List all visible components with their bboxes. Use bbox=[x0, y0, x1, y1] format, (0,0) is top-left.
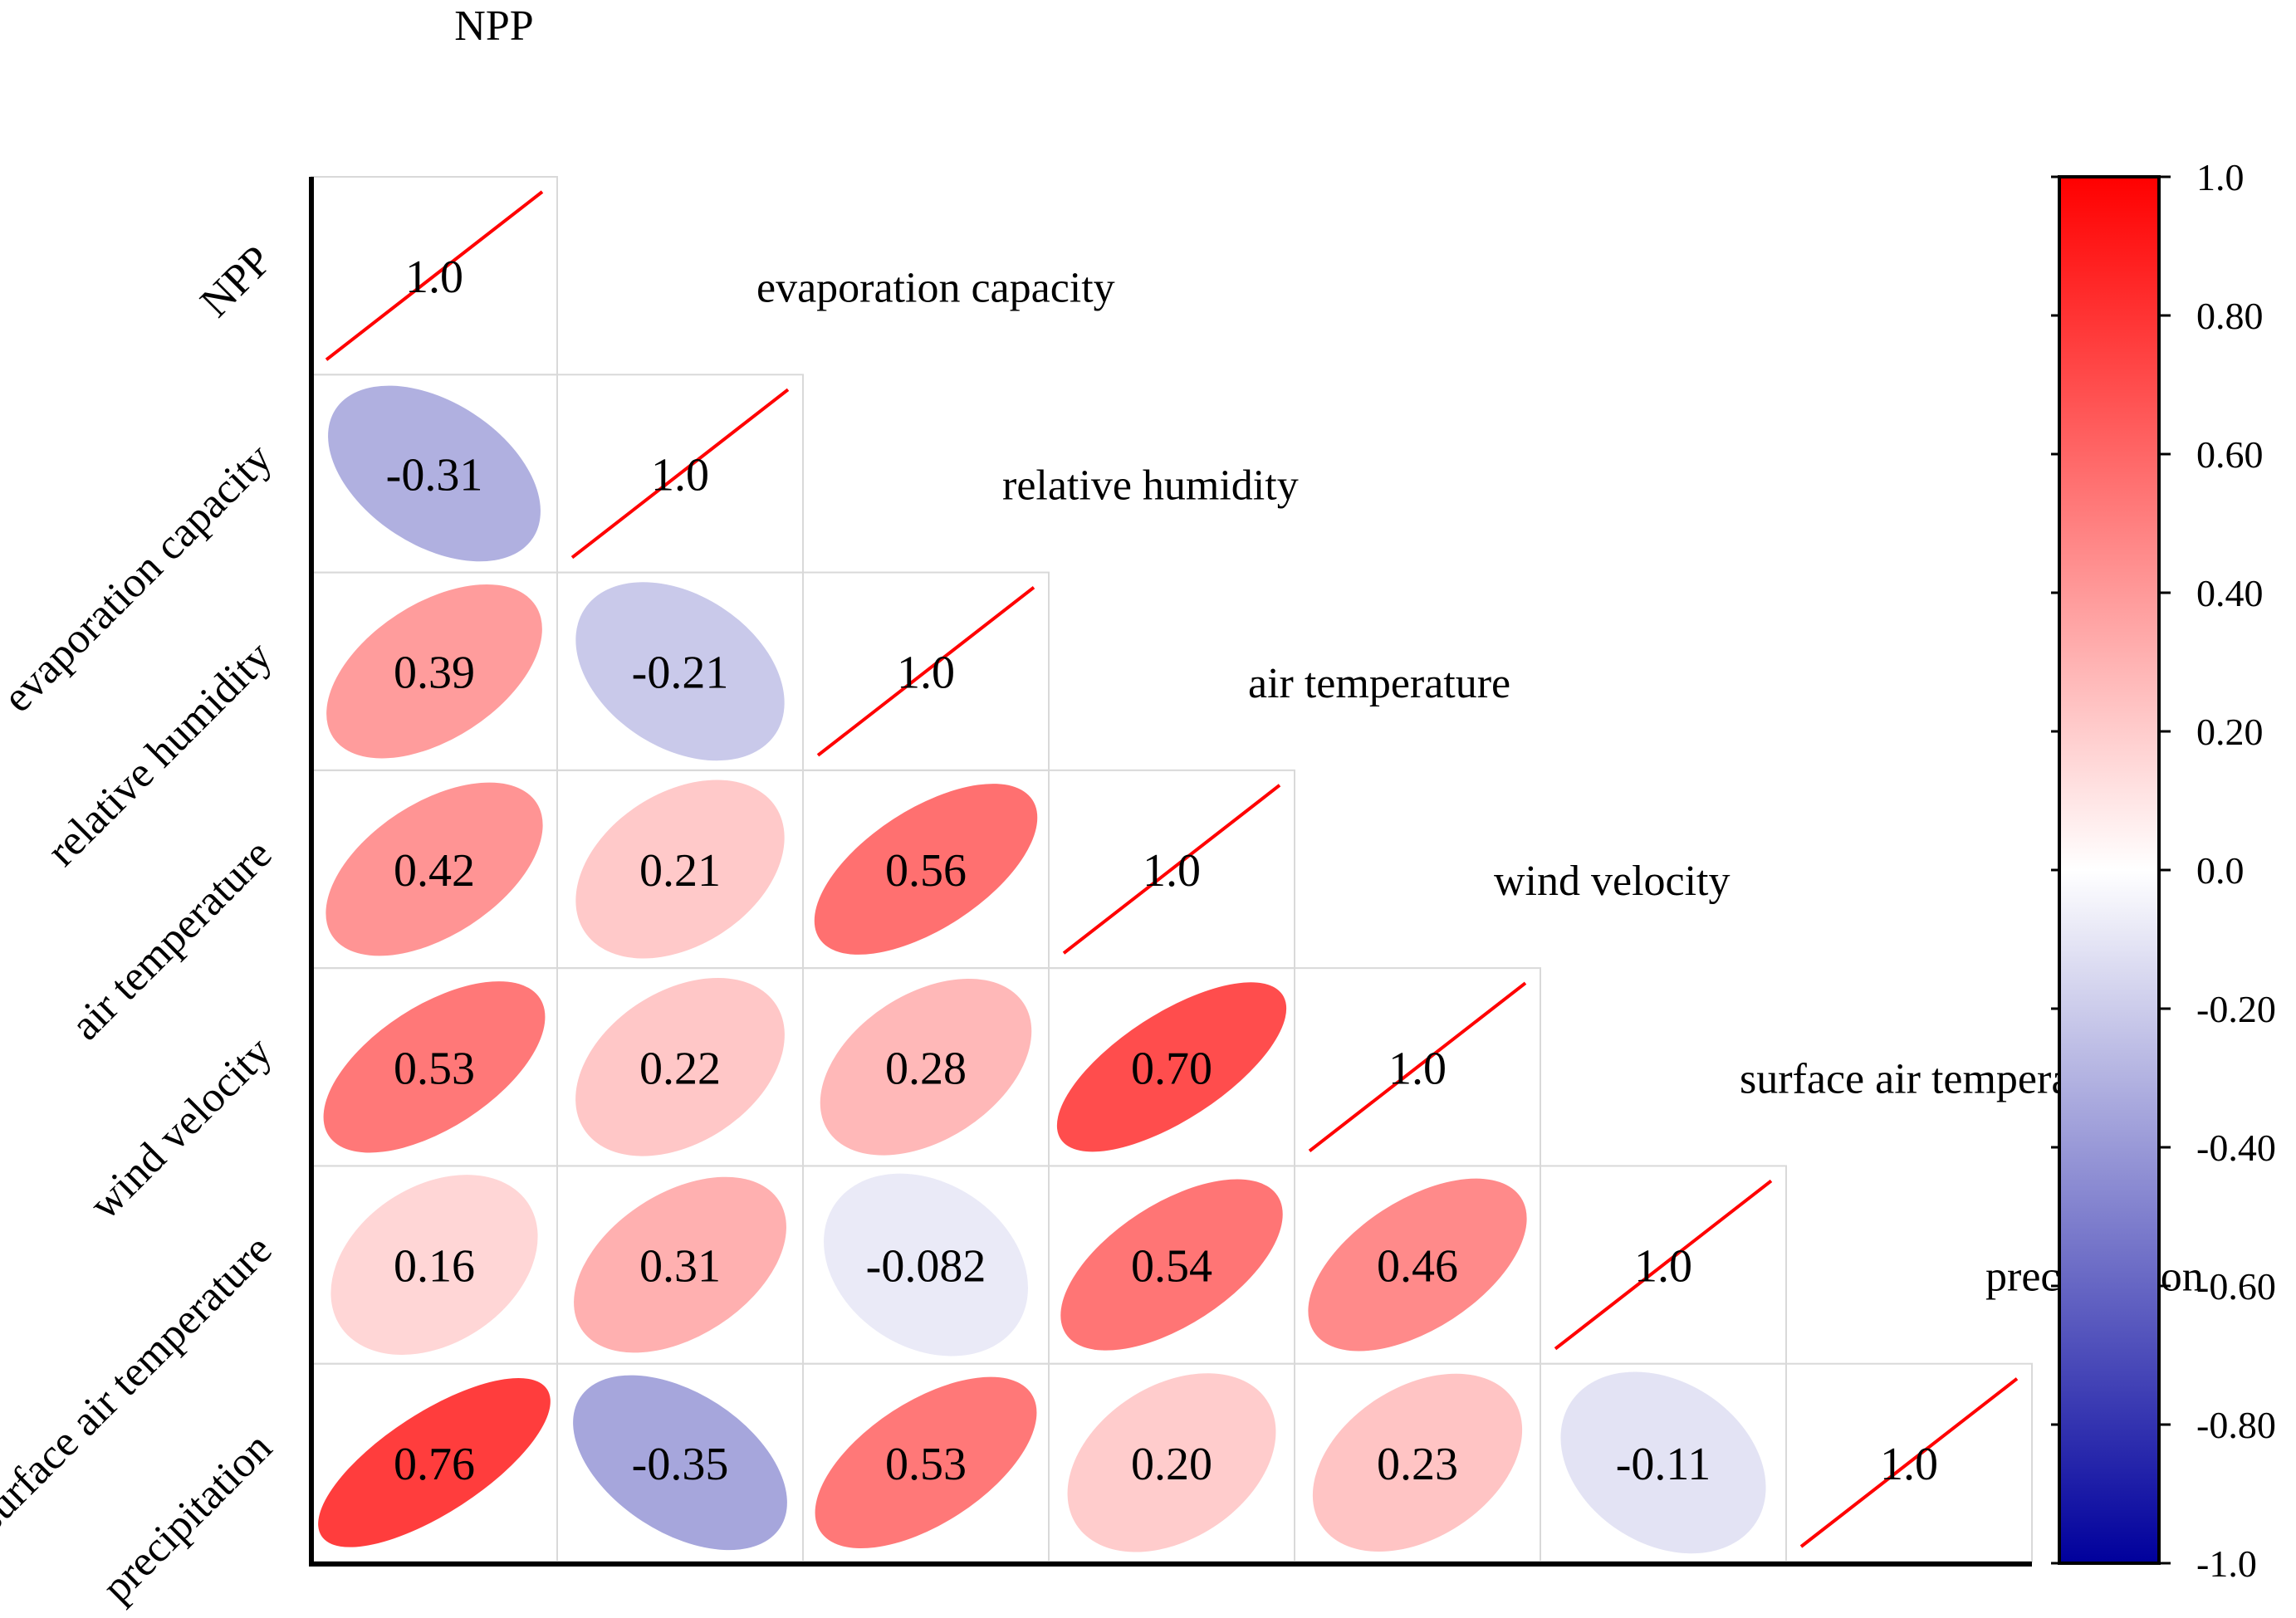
value-label-2-0: 0.39 bbox=[394, 648, 475, 699]
value-label-2-1: -0.21 bbox=[632, 648, 729, 699]
value-label-6-5: -0.11 bbox=[1616, 1439, 1711, 1490]
ellipse-6-5 bbox=[1560, 1371, 1766, 1554]
ellipse-5-3 bbox=[1060, 1179, 1283, 1351]
ellipse-4-2 bbox=[820, 978, 1032, 1156]
ellipse-4-0 bbox=[323, 981, 546, 1153]
ellipse-3-2 bbox=[814, 784, 1038, 955]
top-label-2: relative humidity bbox=[1002, 462, 1299, 510]
correlation-marks: 1.0 -0.31 1.0 0.39 -0.21 1.0 0.42 0.21 0.56 1.0 0.… bbox=[318, 190, 2019, 1554]
ellipse-1-0 bbox=[328, 385, 541, 562]
ellipse-5-2 bbox=[824, 1173, 1028, 1356]
value-label-2-2: 1.0 bbox=[897, 648, 955, 699]
ellipse-6-4 bbox=[1312, 1373, 1523, 1552]
ellipse-6-0 bbox=[318, 1378, 551, 1547]
value-label-4-1: 0.22 bbox=[639, 1043, 721, 1094]
colorbar-tick-label-7: -0.40 bbox=[2196, 1127, 2276, 1169]
ellipse-6-1 bbox=[573, 1375, 787, 1551]
left-label-0: NPP bbox=[192, 237, 281, 326]
top-label-0: NPP bbox=[454, 2, 533, 50]
top-label-1: evaporation capacity bbox=[756, 264, 1115, 311]
value-label-1-1: 1.0 bbox=[651, 449, 709, 501]
colorbar-tick-label-9: -0.80 bbox=[2196, 1404, 2276, 1446]
value-label-5-1: 0.31 bbox=[639, 1241, 721, 1293]
colorbar-gradient bbox=[2058, 175, 2161, 1565]
ellipse-3-0 bbox=[326, 782, 543, 956]
value-label-6-6: 1.0 bbox=[1880, 1439, 1938, 1490]
diagonal-line-0 bbox=[325, 190, 544, 361]
ellipse-5-4 bbox=[1308, 1178, 1527, 1352]
value-label-4-4: 1.0 bbox=[1388, 1043, 1447, 1094]
value-label-4-0: 0.53 bbox=[394, 1043, 475, 1094]
ellipse-3-1 bbox=[575, 780, 785, 959]
ellipse-2-1 bbox=[575, 582, 785, 761]
left-label-6: precipitation bbox=[93, 1424, 281, 1611]
axes bbox=[309, 177, 2032, 1567]
left-label-4: wind velocity bbox=[81, 1028, 281, 1228]
value-label-6-0: 0.76 bbox=[394, 1439, 475, 1490]
value-label-0-0: 1.0 bbox=[405, 252, 463, 303]
left-label-3: air temperature bbox=[62, 830, 281, 1049]
value-label-3-1: 0.21 bbox=[639, 845, 721, 897]
colorbar-tick-label-4: 0.20 bbox=[2196, 711, 2264, 753]
colorbar-tick-label-8: -0.60 bbox=[2196, 1265, 2276, 1308]
colorbar-tick-label-3: 0.40 bbox=[2196, 572, 2264, 614]
colorbar-tick-label-1: 0.80 bbox=[2196, 295, 2264, 337]
top-label-4: wind velocity bbox=[1494, 858, 1731, 905]
value-label-3-0: 0.42 bbox=[394, 845, 475, 897]
diagonal-line-4 bbox=[1308, 981, 1527, 1153]
value-label-5-0: 0.16 bbox=[394, 1241, 475, 1293]
colorbar-tick-label-6: -0.20 bbox=[2196, 988, 2276, 1030]
colorbar-tick-label-0: 1.0 bbox=[2196, 156, 2245, 198]
value-label-6-4: 0.23 bbox=[1377, 1439, 1458, 1490]
value-label-4-2: 0.28 bbox=[885, 1043, 967, 1094]
ellipse-2-0 bbox=[326, 584, 542, 759]
value-label-3-3: 1.0 bbox=[1143, 845, 1201, 897]
ellipse-4-1 bbox=[575, 977, 785, 1156]
diagonal-line-6 bbox=[1799, 1377, 2019, 1548]
top-label-3: air temperature bbox=[1248, 660, 1510, 707]
diagonal-line-5 bbox=[1554, 1179, 1773, 1351]
variable-labels: NPP evaporation capacity relative humidity… bbox=[0, 2, 2204, 1611]
colorbar: 1.0 0.80 0.60 0.40 0.20 0.0 -0.20 -0.40 -0.60 -0.… bbox=[2051, 156, 2276, 1585]
value-label-5-3: 0.54 bbox=[1131, 1241, 1212, 1293]
value-label-1-0: -0.31 bbox=[386, 449, 483, 501]
value-label-3-2: 0.56 bbox=[885, 845, 967, 897]
colorbar-tick-label-2: 0.60 bbox=[2196, 433, 2264, 476]
ellipse-4-3 bbox=[1056, 982, 1287, 1152]
value-label-6-1: -0.35 bbox=[632, 1439, 729, 1490]
ellipse-5-1 bbox=[574, 1176, 786, 1353]
diagonal-line-1 bbox=[570, 388, 790, 560]
colorbar-tick-label-5: 0.0 bbox=[2196, 849, 2245, 892]
colorbar-tick-label-10: -1.0 bbox=[2196, 1542, 2257, 1585]
ellipse-6-2 bbox=[815, 1376, 1037, 1549]
value-label-5-2: -0.082 bbox=[866, 1241, 986, 1293]
value-label-5-5: 1.0 bbox=[1634, 1241, 1692, 1293]
value-label-4-3: 0.70 bbox=[1131, 1043, 1212, 1094]
value-label-5-4: 0.46 bbox=[1377, 1241, 1458, 1293]
value-label-6-2: 0.53 bbox=[885, 1439, 967, 1490]
diagonal-line-3 bbox=[1062, 784, 1281, 955]
value-label-6-3: 0.20 bbox=[1131, 1439, 1212, 1490]
diagonal-line-2 bbox=[816, 585, 1035, 757]
ellipse-6-3 bbox=[1067, 1373, 1276, 1552]
ellipse-5-0 bbox=[330, 1175, 538, 1355]
